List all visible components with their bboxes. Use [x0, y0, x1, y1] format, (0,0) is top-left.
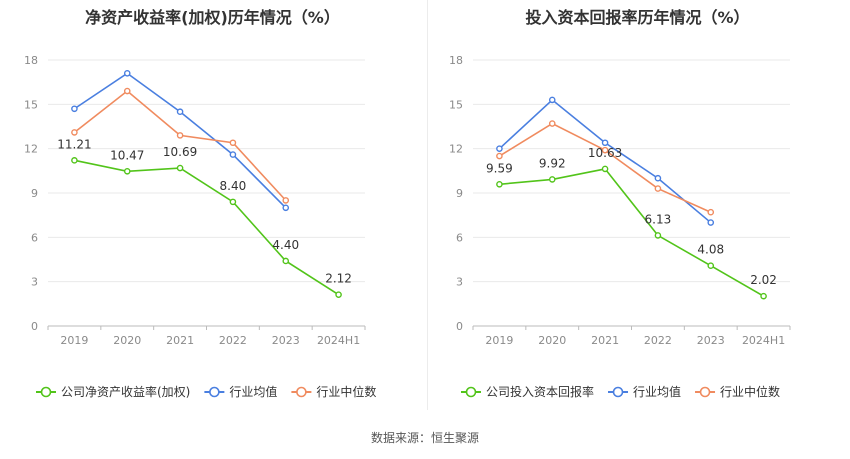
y-tick-label: 3 [31, 276, 38, 289]
chart-title-roic: 投入资本回报率历年情况（%） [525, 8, 750, 27]
y-tick-label: 9 [31, 187, 38, 200]
data-label: 4.40 [272, 238, 299, 252]
series-line [498, 98, 712, 224]
legend-label: 行业均值 [633, 384, 681, 399]
x-tick-label: 2019 [485, 334, 513, 347]
data-point [71, 157, 78, 164]
y-tick-label: 3 [456, 276, 463, 289]
y-tick-label: 15 [24, 98, 38, 111]
data-label: 10.47 [110, 148, 144, 162]
data-point [123, 167, 131, 175]
data-point [71, 105, 78, 113]
data-point [496, 152, 503, 160]
data-label: 9.92 [539, 156, 566, 170]
data-label: 11.21 [57, 137, 91, 151]
data-point [176, 164, 184, 172]
data-point [760, 292, 767, 300]
y-tick-label: 9 [456, 187, 463, 200]
y-tick-label: 6 [456, 231, 463, 244]
legend-swatch-marker [40, 386, 52, 398]
x-tick-label: 2021 [591, 334, 619, 347]
data-point [654, 174, 662, 182]
y-tick-label: 12 [449, 143, 463, 156]
y-tick-label: 18 [449, 54, 463, 67]
data-point [707, 262, 715, 270]
data-point [123, 87, 131, 95]
series-line [499, 168, 764, 297]
data-point [176, 132, 184, 139]
x-tick-label: 2022 [644, 334, 672, 347]
x-tick-label: 2023 [272, 334, 300, 347]
data-point [176, 108, 184, 116]
data-point [601, 139, 609, 147]
data-label: 10.69 [163, 145, 197, 159]
x-tick-label: 2020 [538, 334, 566, 347]
x-tick-label: 2024H1 [742, 334, 785, 347]
x-tick-label: 2020 [113, 334, 141, 347]
legend-swatch-marker [465, 386, 477, 398]
data-label: 2.12 [325, 272, 352, 286]
data-point [123, 70, 131, 77]
y-tick-label: 12 [24, 143, 38, 156]
x-tick-label: 2022 [219, 334, 247, 347]
chart-title-roe: 净资产收益率(加权)历年情况（%） [85, 8, 340, 27]
data-point [335, 291, 342, 298]
data-point [282, 204, 290, 212]
y-tick-label: 18 [24, 54, 38, 67]
data-label: 4.08 [697, 243, 724, 257]
data-point [282, 257, 290, 265]
data-point [71, 129, 78, 136]
data-point [601, 165, 609, 173]
x-tick-label: 2021 [166, 334, 194, 347]
x-tick-label: 2019 [60, 334, 88, 347]
data-point [229, 139, 237, 147]
y-tick-label: 0 [456, 320, 463, 333]
data-point [654, 185, 662, 192]
series-line [74, 159, 340, 296]
legend-swatch-marker [209, 386, 220, 398]
data-label: 2.02 [750, 273, 777, 287]
legend-label: 公司投入资本回报率 [486, 384, 594, 399]
legend-swatch-marker [612, 386, 624, 398]
legend-label: 行业中位数 [720, 384, 780, 399]
series-line [73, 72, 287, 209]
data-point [229, 151, 237, 158]
x-tick-label: 2023 [697, 334, 725, 347]
data-point [548, 120, 556, 127]
roe-line-chart: 0 3 6 9 12 15 18 2019 2020 2021 2022 2023 2024H1 11.2… [24, 54, 376, 399]
panel-divider [427, 0, 428, 410]
data-label: 10.63 [588, 146, 622, 160]
legend-label: 行业中位数 [316, 384, 376, 399]
y-tick-label: 6 [31, 231, 38, 244]
data-point [496, 145, 503, 152]
legend-label: 公司净资产收益率(加权) [61, 384, 190, 399]
y-tick-label: 15 [449, 98, 463, 111]
legend-label: 行业均值 [229, 384, 277, 399]
data-point [548, 96, 556, 104]
data-source-footer: 数据来源：恒生聚源 [370, 431, 479, 445]
data-point [229, 198, 237, 206]
data-point [548, 176, 556, 183]
data-label: 9.59 [486, 161, 513, 175]
data-point [707, 208, 715, 216]
data-point [707, 219, 715, 226]
legend-swatch-marker [699, 386, 711, 398]
data-point [654, 232, 662, 239]
data-label: 8.40 [220, 179, 247, 193]
roic-line-chart: 0 3 6 9 12 15 18 2019 2020 2021 2022 2023 2024H1 9.59… [449, 54, 791, 399]
data-point [282, 197, 290, 204]
x-tick-label: 2024H1 [317, 334, 360, 347]
legend-swatch-marker [296, 386, 307, 398]
data-point [601, 146, 609, 154]
data-point [496, 180, 503, 188]
y-tick-label: 0 [31, 320, 38, 333]
data-label: 6.13 [645, 212, 672, 226]
